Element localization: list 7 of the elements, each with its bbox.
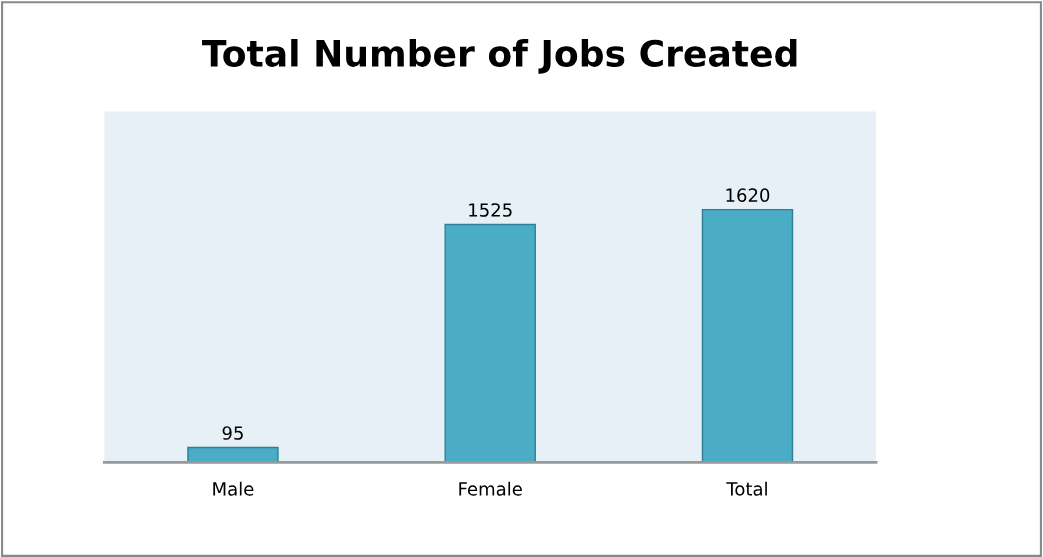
data-label: 95 <box>222 426 243 440</box>
x-tick-label: Male <box>213 481 254 496</box>
data-label: 1525 <box>469 203 512 217</box>
chart-title: Total Number of Jobs Created <box>202 38 797 74</box>
x-tick-label: Female <box>459 481 522 496</box>
data-label: 1620 <box>726 188 770 202</box>
x-tick-label: Total <box>726 481 767 496</box>
